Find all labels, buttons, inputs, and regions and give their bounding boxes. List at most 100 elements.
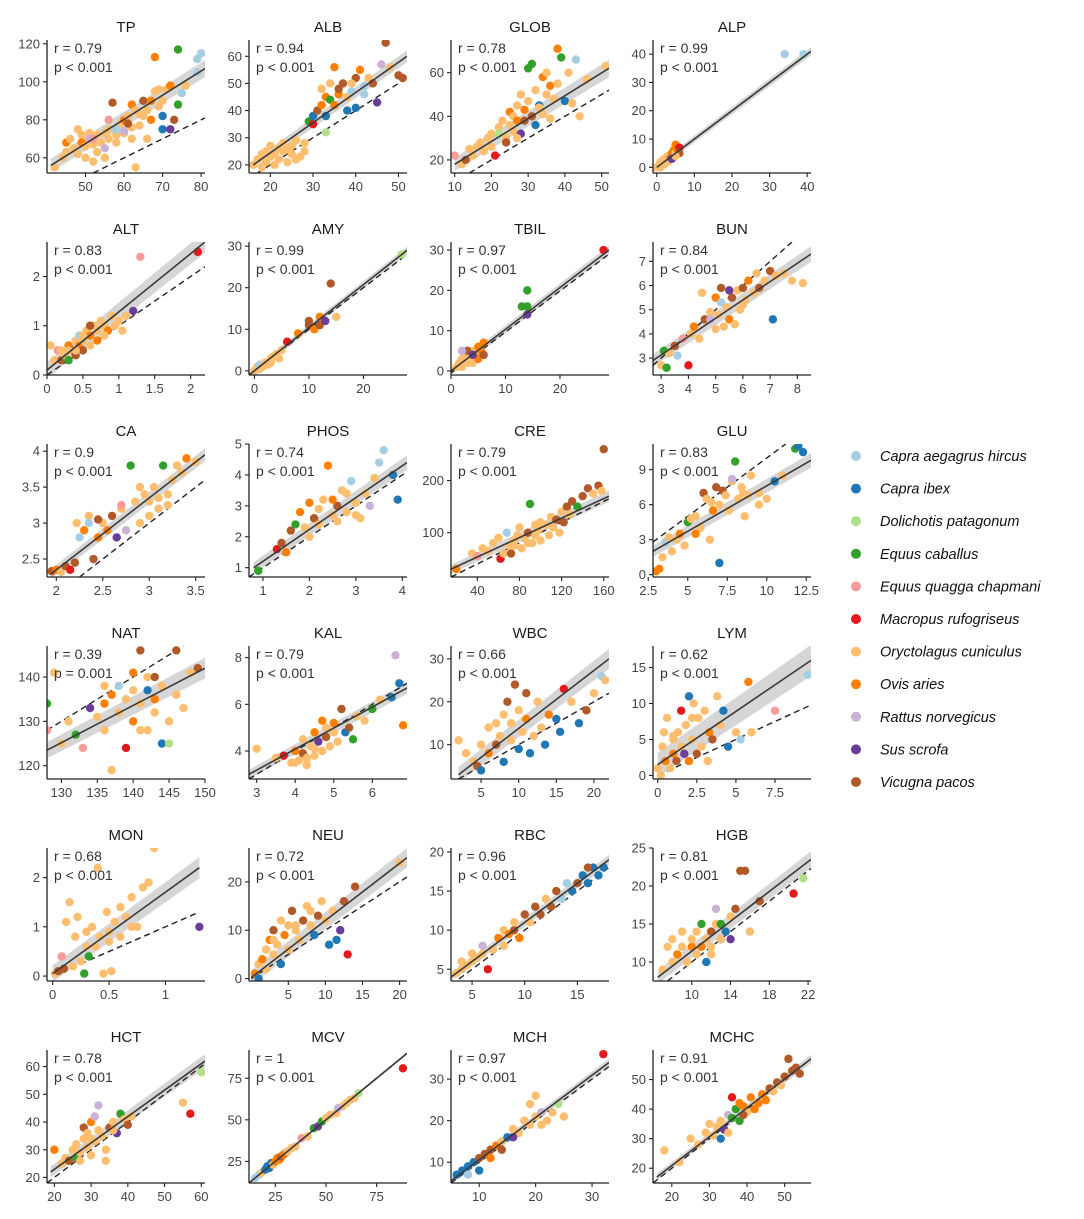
y-tick-label: 25 (228, 1154, 242, 1169)
x-tick-label: 60 (117, 179, 131, 194)
legend-item: Oryctolagus cuniculus (851, 645, 1022, 661)
data-point (515, 523, 524, 532)
data-point (82, 927, 91, 936)
data-point (589, 688, 599, 698)
data-point (276, 959, 286, 969)
x-tick-label: 70 (155, 179, 169, 194)
p-stat: p < 0.001 (54, 463, 113, 479)
data-point (309, 514, 319, 523)
x-tick-label: 10 (687, 179, 701, 194)
data-point (163, 490, 173, 499)
legend-label: Equus caballus (880, 547, 978, 563)
fit-line (451, 1061, 609, 1182)
data-point (85, 341, 95, 350)
data-point (706, 307, 715, 317)
x-tick-label: 10 (517, 987, 531, 1002)
x-tick-label: 10 (447, 179, 461, 194)
data-point (131, 163, 140, 172)
legend-swatch (851, 548, 861, 559)
data-point (498, 116, 507, 125)
plot-area (249, 1052, 407, 1183)
data-point (476, 766, 486, 775)
data-point (142, 134, 152, 143)
y-tick-label: 0 (235, 363, 242, 378)
plot-area (653, 242, 811, 372)
x-tick-label: 50 (594, 179, 608, 194)
data-point (538, 109, 548, 119)
data-point (57, 952, 66, 961)
data-point (525, 749, 535, 758)
data-point (108, 1117, 118, 1127)
data-point (557, 507, 566, 517)
data-point (687, 735, 697, 744)
plot-area (451, 245, 609, 375)
y-tick-label: 200 (422, 473, 444, 488)
x-tick-label: 1.5 (146, 381, 164, 396)
y-tick-label: 15 (430, 884, 444, 899)
fit-line (250, 857, 407, 979)
data-point (523, 286, 532, 295)
fit-line (451, 859, 609, 978)
r-stat: r = 0.99 (256, 242, 304, 258)
data-point (562, 502, 572, 511)
fit-line (657, 659, 811, 766)
data-point (314, 737, 323, 746)
data-point (274, 354, 284, 363)
data-point (546, 81, 555, 90)
x-tick-label: 50 (319, 1189, 333, 1204)
data-point (317, 100, 326, 110)
data-point (73, 912, 82, 922)
data-point (86, 1151, 96, 1160)
legend-item: Capra aegagrus hircus (851, 449, 1027, 465)
fit-line (656, 1058, 811, 1178)
panel-title: TP (116, 19, 135, 36)
p-stat: p < 0.001 (54, 59, 113, 75)
data-point (752, 269, 761, 278)
data-point (731, 904, 740, 913)
data-point (150, 52, 160, 62)
data-point (360, 716, 369, 725)
panel-cre: 40 80 120 160 100 200 CRE r = 0.79 p < 0.001 (422, 423, 614, 598)
x-tick-label: 7.5 (718, 583, 736, 598)
data-point (681, 720, 691, 730)
data-point (721, 927, 730, 936)
data-point (303, 1132, 312, 1141)
data-point (100, 681, 109, 691)
data-point (333, 517, 342, 526)
data-point (158, 111, 167, 121)
data-point (300, 138, 309, 148)
data-point (334, 84, 343, 94)
data-point (501, 138, 511, 147)
data-point (673, 351, 682, 360)
identity-line (469, 89, 609, 173)
p-stat: p < 0.001 (458, 261, 517, 277)
data-point (186, 1109, 195, 1118)
panel-title: KAL (314, 625, 342, 642)
p-stat: p < 0.001 (54, 261, 113, 277)
y-tick-label: 20 (430, 152, 444, 167)
data-point (379, 445, 388, 455)
data-point (304, 316, 314, 326)
plot-area (250, 848, 407, 981)
data-point (342, 507, 351, 517)
data-point (463, 1170, 473, 1179)
data-point (291, 155, 301, 164)
data-point (310, 728, 319, 737)
data-point (343, 106, 352, 115)
y-tick-label: 0 (437, 363, 444, 378)
identity-line (92, 117, 205, 173)
data-point (166, 125, 175, 134)
data-point (512, 101, 522, 110)
x-tick-label: 0.5 (100, 987, 118, 1002)
x-tick-label: 3 (352, 583, 359, 598)
data-point (692, 950, 701, 959)
x-tick-label: 22 (801, 987, 815, 1002)
panel-title: HCT (111, 1029, 142, 1046)
data-point (768, 315, 778, 324)
r-stat: r = 0.79 (54, 40, 102, 56)
data-point (398, 1064, 407, 1073)
data-point (555, 528, 564, 537)
y-tick-label: 120 (18, 36, 40, 51)
